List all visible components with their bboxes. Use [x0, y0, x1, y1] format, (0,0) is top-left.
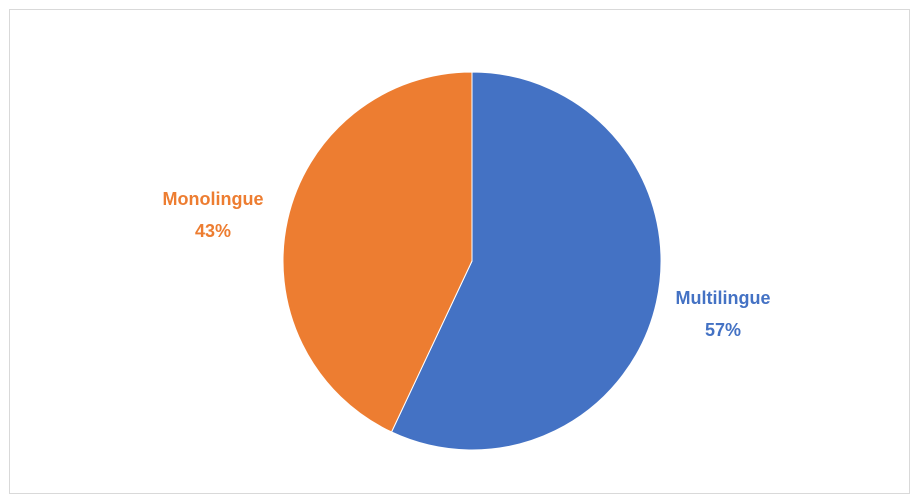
slice-label-multilingue-percent: 57% [705, 320, 741, 340]
pie-slice-monolingue [282, 71, 473, 433]
slice-label-monolingue-name: Monolingue [163, 189, 264, 209]
pie-slice-multilingue [390, 71, 662, 451]
slice-label-multilingue-name: Multilingue [676, 288, 771, 308]
pie-slices [282, 71, 662, 451]
slice-label-monolingue-percent: 43% [195, 221, 231, 241]
